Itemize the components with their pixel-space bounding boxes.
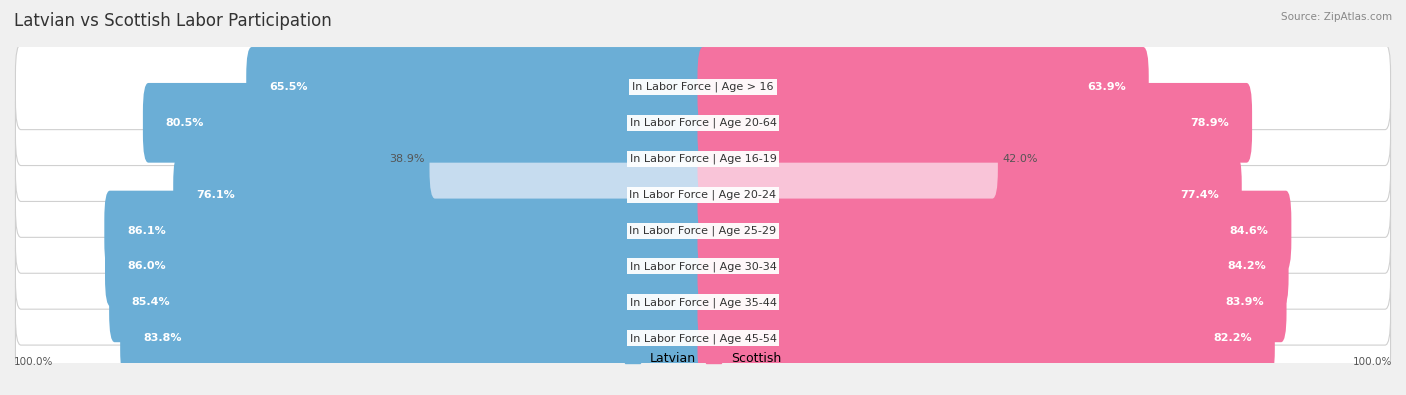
FancyBboxPatch shape	[173, 155, 709, 235]
FancyBboxPatch shape	[697, 263, 1286, 342]
Text: 38.9%: 38.9%	[389, 154, 425, 164]
Text: In Labor Force | Age 16-19: In Labor Force | Age 16-19	[630, 154, 776, 164]
Text: In Labor Force | Age 25-29: In Labor Force | Age 25-29	[630, 225, 776, 236]
FancyBboxPatch shape	[697, 155, 1241, 235]
FancyBboxPatch shape	[246, 47, 709, 127]
Text: 82.2%: 82.2%	[1213, 333, 1253, 343]
FancyBboxPatch shape	[697, 83, 1253, 163]
Text: In Labor Force | Age 20-64: In Labor Force | Age 20-64	[630, 118, 776, 128]
Text: Latvian vs Scottish Labor Participation: Latvian vs Scottish Labor Participation	[14, 12, 332, 30]
FancyBboxPatch shape	[15, 224, 1391, 309]
Text: 83.8%: 83.8%	[143, 333, 181, 343]
Text: In Labor Force | Age 20-24: In Labor Force | Age 20-24	[630, 189, 776, 200]
Text: 78.9%: 78.9%	[1191, 118, 1229, 128]
Text: In Labor Force | Age 35-44: In Labor Force | Age 35-44	[630, 297, 776, 308]
Text: 83.9%: 83.9%	[1225, 297, 1264, 307]
FancyBboxPatch shape	[105, 227, 709, 306]
Text: 42.0%: 42.0%	[1002, 154, 1038, 164]
Text: 84.2%: 84.2%	[1227, 261, 1265, 271]
FancyBboxPatch shape	[15, 44, 1391, 130]
Text: 65.5%: 65.5%	[269, 82, 308, 92]
Text: 77.4%: 77.4%	[1180, 190, 1219, 199]
Text: In Labor Force | Age 45-54: In Labor Force | Age 45-54	[630, 333, 776, 344]
Legend: Latvian, Scottish: Latvian, Scottish	[620, 347, 786, 370]
Text: 100.0%: 100.0%	[1353, 357, 1392, 367]
Text: In Labor Force | Age 30-34: In Labor Force | Age 30-34	[630, 261, 776, 272]
FancyBboxPatch shape	[110, 263, 709, 342]
Text: 86.0%: 86.0%	[128, 261, 166, 271]
FancyBboxPatch shape	[697, 298, 1275, 378]
Text: 86.1%: 86.1%	[127, 226, 166, 235]
FancyBboxPatch shape	[697, 47, 1149, 127]
Text: In Labor Force | Age > 16: In Labor Force | Age > 16	[633, 82, 773, 92]
Text: 76.1%: 76.1%	[195, 190, 235, 199]
Text: 100.0%: 100.0%	[14, 357, 53, 367]
FancyBboxPatch shape	[15, 116, 1391, 201]
FancyBboxPatch shape	[15, 260, 1391, 345]
Text: 63.9%: 63.9%	[1087, 82, 1126, 92]
FancyBboxPatch shape	[143, 83, 709, 163]
Text: 84.6%: 84.6%	[1230, 226, 1268, 235]
FancyBboxPatch shape	[15, 152, 1391, 237]
FancyBboxPatch shape	[697, 191, 1291, 271]
FancyBboxPatch shape	[104, 191, 709, 271]
Text: 85.4%: 85.4%	[132, 297, 170, 307]
FancyBboxPatch shape	[15, 188, 1391, 273]
FancyBboxPatch shape	[15, 295, 1391, 381]
FancyBboxPatch shape	[697, 227, 1289, 306]
FancyBboxPatch shape	[429, 119, 709, 199]
FancyBboxPatch shape	[120, 298, 709, 378]
Text: Source: ZipAtlas.com: Source: ZipAtlas.com	[1281, 12, 1392, 22]
FancyBboxPatch shape	[697, 119, 998, 199]
FancyBboxPatch shape	[15, 80, 1391, 166]
Text: 80.5%: 80.5%	[166, 118, 204, 128]
